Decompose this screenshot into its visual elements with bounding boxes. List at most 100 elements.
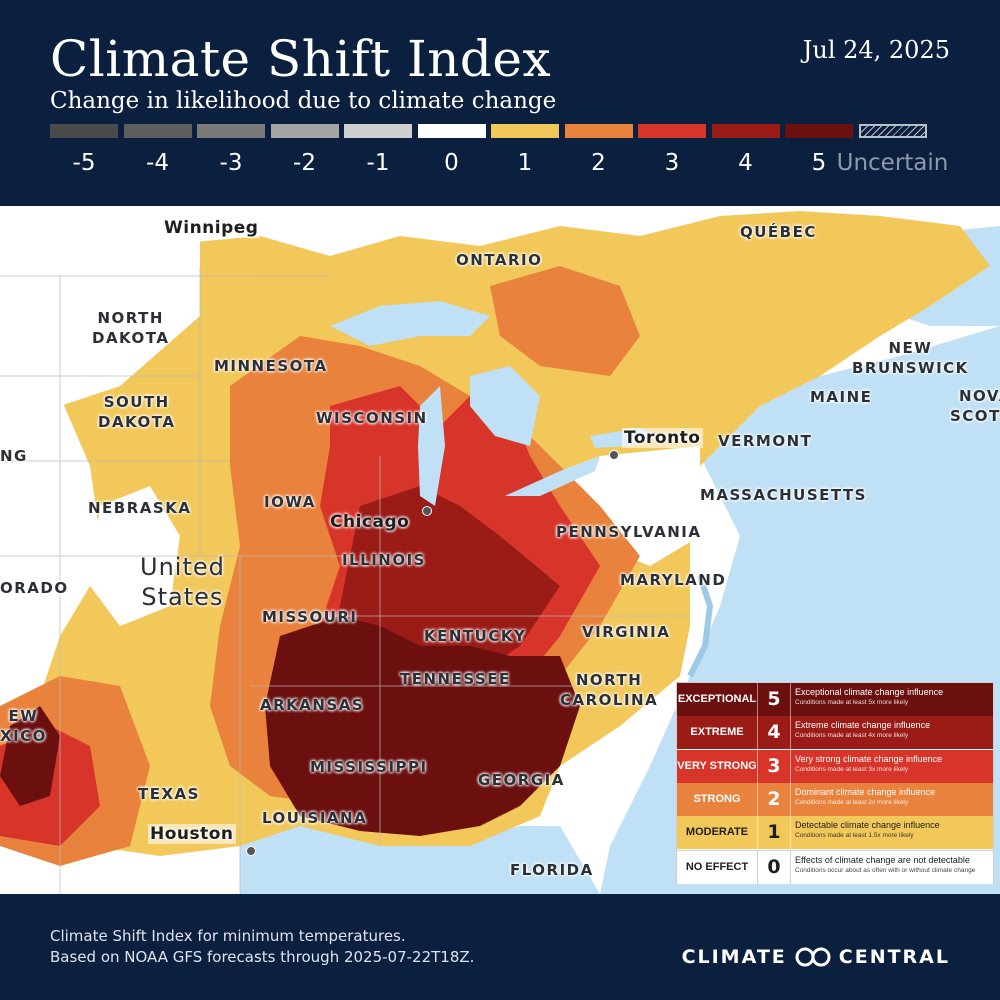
climate-central-logo-icon [795,947,831,967]
no-effect-northwest [0,206,200,426]
gulf-of-mexico [240,816,600,894]
brand-right: CENTRAL [838,946,950,968]
scale-swatch [564,124,633,138]
page-title: Climate Shift Index [50,30,552,88]
scale-label: Uncertain [836,150,949,176]
label-virginia: VIRGINIA [582,623,671,641]
footnote: Climate Shift Index for minimum temperat… [50,926,474,968]
lake-michigan [418,386,445,506]
scale-swatch [417,124,486,138]
legend-description: Extreme climate change influence [795,720,931,731]
exceptional-zone-nm [0,706,60,806]
legend-panel: EXCEPTIONAL 5 Exceptional climate change i… [676,682,994,884]
legend-category: EXCEPTIONAL [677,693,757,705]
label-winnipeg: Winnipeg [162,218,261,238]
legend-subtext: Conditions occur about as often with or … [795,866,976,874]
chesapeake-bay [687,575,714,678]
scale-swatch [858,124,927,138]
legend-row: MODERATE 1 Detectable climate change influ… [677,816,993,850]
label-louisiana: LOUISIANA [262,809,368,827]
lake-superior [330,301,490,346]
scale-label: -4 [146,150,169,176]
scale-label: -2 [293,150,316,176]
page-subtitle: Change in likelihood due to climate chan… [50,88,557,114]
brand-left: CLIMATE [681,946,787,968]
legend-level: 3 [757,749,791,783]
legend-description: Detectable climate change influence [795,820,940,831]
scale-label: 0 [444,150,459,176]
scale-swatch [491,124,559,138]
label-vermont: VERMONT [718,432,813,450]
scale-label: 1 [517,150,533,176]
legend-description: Exceptional climate change influence [795,687,944,697]
legend-subtext: Conditions made at least 4x more likely [795,732,909,740]
label-toronto: Toronto [622,428,703,448]
legend-row: EXCEPTIONAL 5 Exceptional climate change i… [677,683,993,716]
legend-row: NO EFFECT 0 Effects of climate change are … [677,849,993,884]
lake-huron [470,366,540,446]
strong-zone-ontario [490,266,640,376]
label-texas: TEXAS [138,785,200,803]
label-nebraska: NEBRASKA [88,499,192,517]
scale-label: 3 [664,150,680,176]
legend-description: Very strong climate change influence [795,753,943,764]
label-tennessee: TENNESSEE [400,670,511,688]
legend-description: Dominant climate change influence [795,786,936,797]
label-houston: Houston [148,824,236,844]
scale-label: 5 [811,150,827,176]
label-nova-scotia: NOVA SCOTIA [950,387,1000,425]
state-borders [0,266,690,894]
label-arkansas: ARKANSAS [260,696,365,714]
legend-description: Effects of climate change are not detect… [795,854,970,865]
chicago-dot [422,506,432,516]
label-missouri: MISSOURI [262,608,358,626]
label-united-states: United States [140,553,225,611]
brand-logo: CLIMATE CENTRAL [682,946,950,968]
houston-dot [246,846,256,856]
label-iowa: IOWA [264,493,316,511]
scale-label: -5 [72,150,96,176]
label-florida: FLORIDA [510,861,594,879]
label-maryland: MARYLAND [620,571,727,589]
legend-subtext: Conditions made at least 3x more likely [795,765,909,773]
label-maine: MAINE [810,388,873,406]
legend-subtext: Conditions made at least 1.5x more likel… [795,832,914,840]
exceptional-zone [265,616,580,836]
label-colorado: ORADO [0,579,69,597]
scale-swatch [638,124,706,138]
label-minnesota: MINNESOTA [214,357,328,375]
label-quebec: QUÉBEC [740,223,817,241]
legend-category: EXTREME [690,726,744,739]
label-ontario: ONTARIO [456,251,543,269]
map-canvas [0,206,1000,894]
scale-swatch [123,124,192,138]
label-mississippi: MISSISSIPPI [310,758,428,776]
label-wisconsin: WISCONSIN [316,409,428,427]
label-illinois: ILLINOIS [342,551,426,569]
label-new-brunswick: NEW BRUNSWICK [852,339,969,377]
date-label: Jul 24, 2025 [802,36,950,64]
legend-row: VERY STRONG 3 Very strong climate change i… [677,749,993,783]
header: Climate Shift Index Change in likelihood… [0,0,1000,206]
label-new-mexico: EW XICO [0,707,47,745]
label-chicago: Chicago [330,512,410,532]
legend-subtext: Conditions made at least 2x more likely [795,798,909,806]
scale-swatch [785,124,853,138]
footer: Climate Shift Index for minimum temperat… [0,894,1000,1000]
color-scale: -5 -4 -3 -2 -1 0 1 2 3 4 5 Uncertain [50,124,950,184]
scale-label: 4 [738,150,753,176]
footnote-line-1: Climate Shift Index for minimum temperat… [50,927,406,945]
label-north-carolina: NORTH CAROLINA [560,671,659,709]
legend-level: 1 [757,816,791,850]
scale-swatch [344,124,412,138]
lake-erie [505,456,600,496]
scale-label: 2 [591,150,606,176]
legend-subtext: Conditions made at least 5x more likely [795,699,909,706]
label-massachusetts: MASSACHUSETTS [700,486,867,504]
scale-swatch [50,124,118,138]
legend-level: 4 [757,716,791,750]
legend-category: NO EFFECT [685,860,749,873]
label-south-dakota: SOUTH DAKOTA [98,393,176,431]
scale-swatch [711,124,780,138]
footnote-line-2: Based on NOAA GFS forecasts through 2025… [50,948,475,966]
